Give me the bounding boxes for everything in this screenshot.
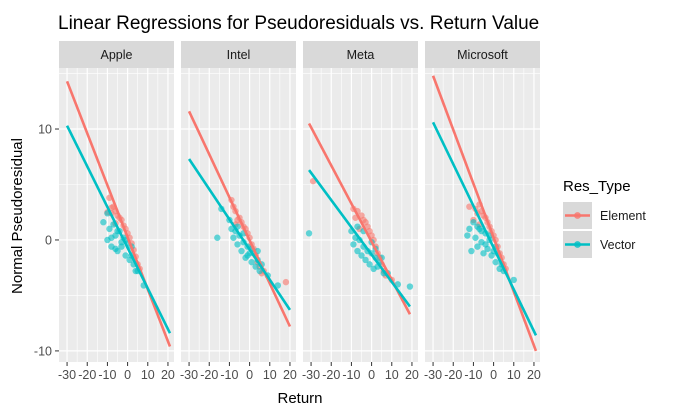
legend-entry-label: Element	[600, 209, 646, 223]
x-tick-label: 10	[141, 368, 155, 382]
data-point-vector	[468, 247, 475, 255]
data-point-vector	[510, 276, 517, 284]
data-point-vector	[234, 241, 241, 248]
data-point-vector	[354, 223, 361, 230]
data-point-vector	[482, 241, 489, 248]
x-tick-label: -10	[342, 368, 360, 382]
facet-strip-label: Microsoft	[457, 48, 508, 62]
legend-entry-vector: Vector	[563, 231, 635, 258]
data-point-vector	[230, 234, 237, 241]
data-point-element	[466, 203, 473, 210]
facet-strip-label: Intel	[227, 48, 251, 62]
data-point-element	[282, 278, 290, 286]
x-tick-label: 0	[246, 368, 253, 382]
data-point-vector	[470, 219, 477, 226]
data-point-vector	[100, 219, 107, 226]
data-point-vector	[350, 241, 357, 248]
y-axis-label: Normal Pseudoresidual	[9, 138, 26, 294]
data-point-vector	[474, 243, 481, 250]
data-point-vector	[238, 247, 245, 255]
data-point-vector	[358, 252, 365, 259]
x-tick-label: -10	[98, 368, 116, 382]
data-point-vector	[106, 225, 113, 233]
x-tick-label: 20	[527, 368, 541, 382]
facet-strip-label: Apple	[101, 48, 133, 62]
x-tick-label: -30	[302, 368, 320, 382]
x-tick-label: 10	[263, 368, 277, 382]
data-point-vector	[122, 252, 129, 259]
x-tick-label: -30	[180, 368, 198, 382]
legend-entry-label: Vector	[600, 238, 635, 252]
y-tick-label: 10	[38, 123, 52, 137]
x-tick-label: -10	[220, 368, 238, 382]
facet-panel-intel: Intel -30 -20 -10 0 10 20	[180, 41, 297, 382]
y-tick-label: -10	[34, 344, 52, 358]
data-point-vector	[256, 267, 263, 275]
x-tick-label: -30	[58, 368, 76, 382]
x-tick-label: -30	[424, 368, 442, 382]
data-point-vector	[248, 258, 255, 266]
x-tick-label: 0	[368, 368, 375, 382]
regression-line-element	[65, 80, 172, 347]
data-point-vector	[474, 223, 481, 230]
x-tick-label: 20	[283, 368, 297, 382]
x-tick-label: 0	[124, 368, 131, 382]
facet-panel-apple: Apple -30 -20 -10 0 10 20	[58, 41, 175, 382]
data-point-vector	[305, 230, 313, 237]
x-tick-label: 20	[405, 368, 419, 382]
y-axis: -10 0 10	[34, 123, 59, 358]
regression-line-vector	[308, 169, 411, 308]
data-point-vector	[466, 225, 473, 233]
regression-line-element	[431, 75, 538, 352]
data-point-vector	[478, 227, 485, 235]
data-point-vector	[366, 261, 373, 268]
legend-entry-element: Element	[563, 202, 646, 229]
x-tick-label: -20	[78, 368, 96, 382]
data-point-vector	[104, 236, 111, 244]
regression-line-element	[187, 110, 292, 328]
data-point-vector	[244, 252, 251, 259]
facet-panel-microsoft: Microsoft -30 -20 -10 0 10 20	[424, 41, 541, 382]
x-tick-label: -20	[444, 368, 462, 382]
data-point-vector	[472, 234, 479, 241]
facet-strip-label: Meta	[347, 48, 375, 62]
data-point-vector	[354, 247, 361, 255]
regression-line-vector	[187, 158, 292, 311]
x-axis-label: Return	[277, 390, 322, 407]
x-tick-label: 0	[490, 368, 497, 382]
x-tick-label: -20	[200, 368, 218, 382]
data-point-vector	[252, 263, 259, 270]
x-tick-label: 20	[161, 368, 175, 382]
legend-key-point	[574, 212, 581, 219]
x-tick-label: -20	[322, 368, 340, 382]
chart-title: Linear Regressions for Pseudoresiduals v…	[58, 13, 539, 34]
facet-strip	[425, 41, 540, 68]
regression-line-vector	[65, 125, 172, 334]
facet-strip	[181, 41, 296, 68]
facet-strip	[303, 41, 418, 68]
data-point-vector	[464, 232, 471, 239]
data-point-vector	[214, 234, 221, 241]
data-point-vector	[118, 243, 125, 250]
x-tick-label: 10	[507, 368, 521, 382]
data-point-vector	[480, 250, 487, 257]
facet-panel-meta: Meta -30 -20 -10 0 10 20	[302, 41, 419, 382]
y-tick-label: 0	[45, 233, 52, 247]
legend-title: Res_Type	[563, 178, 631, 195]
data-point-vector	[492, 258, 499, 266]
facet-strip	[59, 41, 174, 68]
data-point-vector	[112, 245, 119, 253]
x-tick-label: 10	[385, 368, 399, 382]
legend: Res_Type Element Vector	[563, 178, 646, 258]
data-point-vector	[406, 283, 414, 290]
regression-line-vector	[431, 121, 538, 336]
legend-key-point	[574, 241, 581, 248]
data-point-vector	[362, 256, 369, 264]
x-tick-label: -10	[464, 368, 482, 382]
